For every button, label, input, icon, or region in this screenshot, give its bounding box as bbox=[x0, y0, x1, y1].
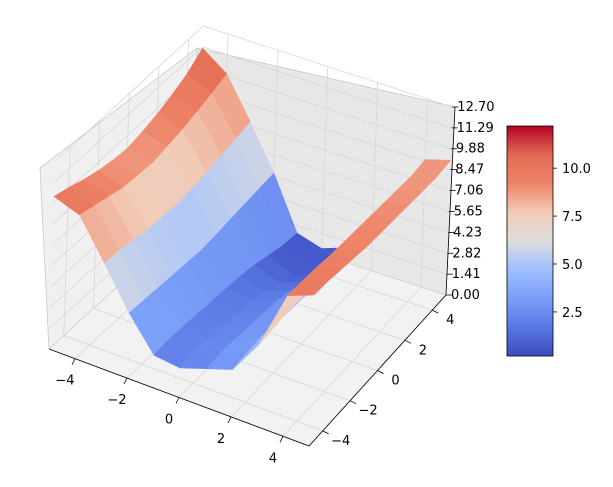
z-axis-ticks: 0.00 1.41 2.82 4.23 5.65 7.06 8.47 9.88 11.29 12.… bbox=[446, 100, 495, 303]
x-tick-label: 0 bbox=[165, 413, 173, 428]
colorbar-tick-label: 10.0 bbox=[562, 162, 591, 177]
z-tick-label: 0.00 bbox=[451, 288, 480, 303]
floor-gridline bbox=[230, 270, 372, 418]
x-tick-label: −4 bbox=[55, 374, 74, 389]
x-tick-mark bbox=[175, 397, 180, 404]
x-tick-mark bbox=[123, 377, 128, 385]
y-tick-mark bbox=[322, 430, 329, 435]
z-gridline bbox=[55, 25, 453, 162]
z-tick-label: 7.06 bbox=[455, 183, 484, 198]
x-tick-label: 4 bbox=[269, 451, 277, 466]
y-tick-label: 2 bbox=[419, 343, 427, 358]
y-tick-label: 4 bbox=[446, 313, 454, 328]
back-gridline bbox=[321, 66, 329, 255]
colorbar-tick-label: 2.5 bbox=[562, 306, 583, 321]
colorbar-tick-label: 7.5 bbox=[562, 210, 583, 225]
z-tick-label: 8.47 bbox=[455, 163, 484, 178]
z-tick-label: 11.29 bbox=[457, 121, 494, 136]
z-tick-label: 1.41 bbox=[452, 267, 481, 282]
x-tick-mark bbox=[279, 436, 284, 443]
surface-mesh bbox=[53, 47, 452, 370]
y-tick-label: −2 bbox=[359, 404, 378, 419]
floor-gridline bbox=[282, 286, 422, 437]
z-tick-label: 5.65 bbox=[454, 204, 483, 219]
x-axis-ticks: −4 −2 0 2 4 bbox=[55, 358, 284, 466]
y-tick-label: −4 bbox=[331, 434, 350, 449]
y-tick-mark bbox=[404, 339, 412, 344]
colorbar: 2.5 5.0 7.5 10.0 bbox=[506, 125, 591, 357]
back-gridline bbox=[63, 147, 71, 336]
x-tick-label: −2 bbox=[107, 393, 126, 408]
surface-facet bbox=[286, 281, 329, 296]
y-tick-mark bbox=[377, 370, 384, 374]
z-tick-label: 4.23 bbox=[453, 225, 482, 240]
colorbar-tick-label: 5.0 bbox=[562, 258, 583, 273]
y-tick-mark bbox=[432, 309, 439, 314]
back-gridline bbox=[420, 98, 428, 287]
z-tick-label: 12.70 bbox=[457, 100, 494, 115]
y-tick-mark bbox=[349, 400, 357, 405]
y-tick-label: 0 bbox=[391, 374, 399, 389]
z-tick-label: 2.82 bbox=[452, 246, 481, 261]
y-axis-ticks: −4 −2 0 2 4 bbox=[322, 309, 454, 449]
z-tick-label: 9.88 bbox=[456, 142, 485, 157]
colorbar-ticks: 2.5 5.0 7.5 10.0 bbox=[553, 162, 591, 321]
colorbar-gradient bbox=[506, 125, 554, 357]
z-gridline bbox=[54, 46, 452, 183]
x-tick-label: 2 bbox=[217, 432, 225, 447]
z-axis-line bbox=[445, 106, 456, 296]
x-tick-mark bbox=[71, 358, 76, 365]
x-tick-mark bbox=[227, 416, 232, 424]
